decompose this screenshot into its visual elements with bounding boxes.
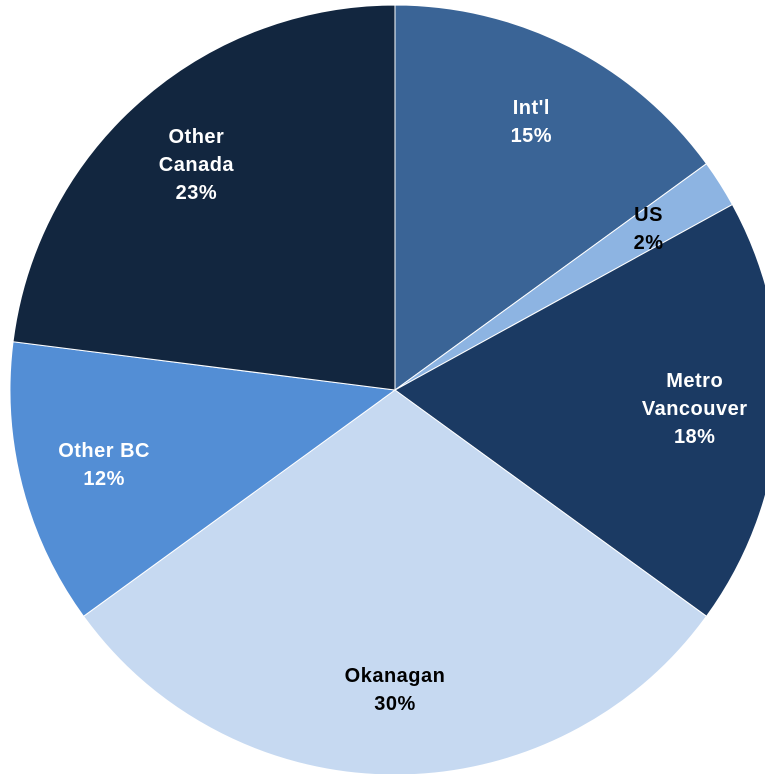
slice-value-label: 23% bbox=[175, 181, 218, 204]
slice-name: Other Canada bbox=[158, 125, 235, 176]
slice-label: US 2% bbox=[589, 201, 709, 257]
slice-value-label: 2% bbox=[633, 232, 664, 255]
slice-name: Metro Vancouver bbox=[641, 369, 748, 420]
pie-slice bbox=[394, 4, 708, 391]
slice-name: Okanagan bbox=[344, 665, 446, 688]
slice-name: Other BC bbox=[58, 439, 151, 462]
slice-label: Int'l 15% bbox=[471, 94, 591, 150]
pie-slice bbox=[9, 341, 397, 617]
pie-slice bbox=[82, 389, 708, 774]
pie-slice bbox=[12, 4, 396, 391]
slice-name: US bbox=[634, 204, 663, 227]
slice-value-label: 30% bbox=[374, 693, 416, 716]
slice-label: Metro Vancouver 18% bbox=[635, 367, 755, 451]
slice-label: Other BC 12% bbox=[44, 437, 164, 493]
slice-label: Other Canada 23% bbox=[136, 123, 256, 207]
slice-name: Int'l bbox=[512, 97, 550, 120]
slice-value-label: 15% bbox=[510, 125, 553, 148]
slice-value-label: 18% bbox=[673, 425, 716, 448]
slice-label: Okanagan 30% bbox=[335, 662, 455, 718]
pie-slice bbox=[394, 203, 765, 617]
slice-value-label: 12% bbox=[83, 467, 125, 490]
